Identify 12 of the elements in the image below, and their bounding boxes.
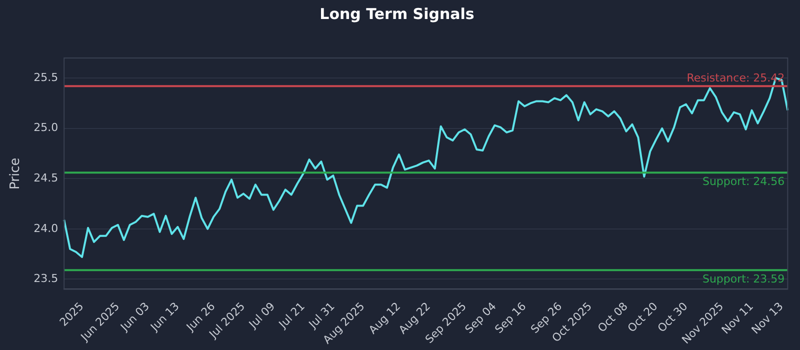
x-tick-label: Jul 21: [276, 300, 308, 332]
y-tick-label: 23.5: [34, 272, 58, 286]
ref-line-label: Support: 23.59: [702, 272, 785, 286]
y-tick-label: 24.5: [34, 171, 58, 184]
y-axis-title: Price: [8, 158, 24, 190]
y-tick-label: 25.5: [34, 70, 58, 84]
y-tick-label: 25.0: [34, 121, 58, 134]
chart-title: Long Term Signals: [320, 4, 474, 23]
x-tick-label: Jul 09: [246, 300, 278, 332]
ref-line-label: Support: 24.56: [702, 174, 785, 188]
y-tick-label: 24.0: [34, 222, 58, 235]
ref-line-label: Resistance: 25.42: [686, 72, 785, 85]
